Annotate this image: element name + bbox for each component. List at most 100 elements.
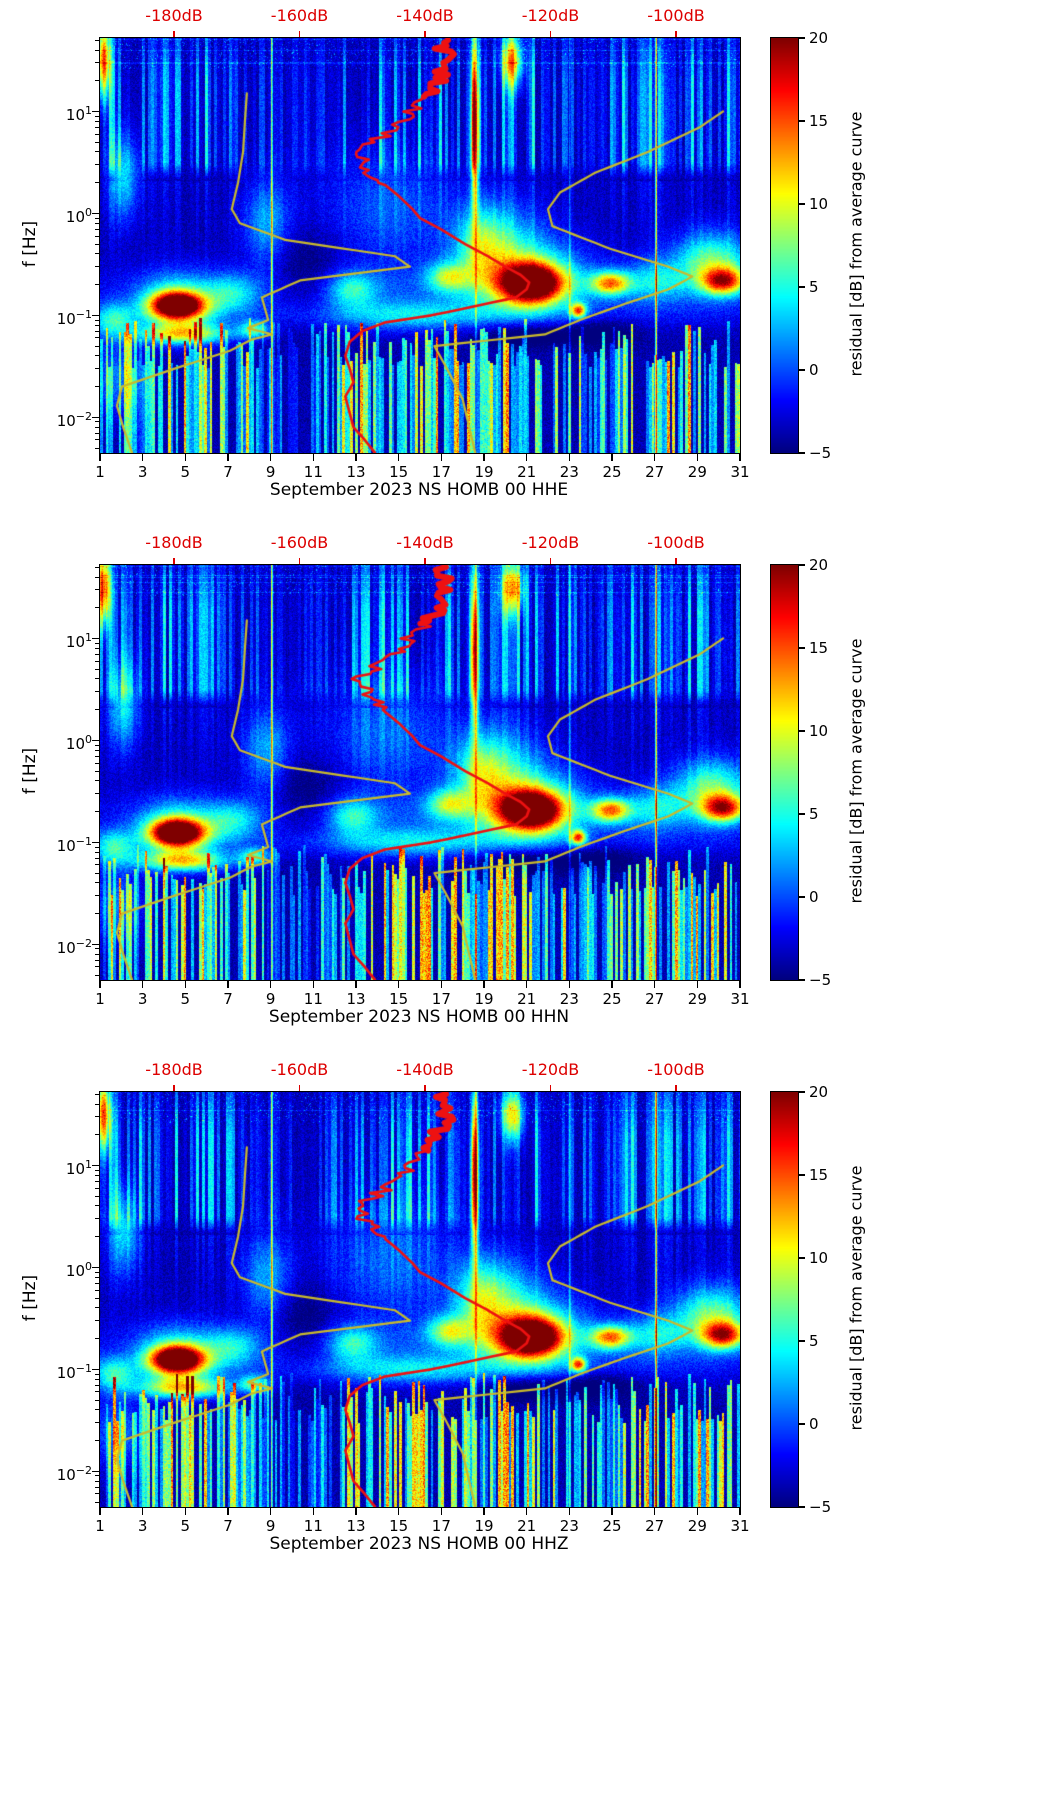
x-tick [269,981,272,988]
colorbar-tick [799,813,805,815]
x-tick [312,1508,315,1515]
x-tick-label: 9 [265,1517,276,1535]
y-tick [92,1470,99,1473]
x-tick-label: 5 [180,1517,191,1535]
x-tick [739,454,741,461]
colorbar-tick-label: 5 [809,277,819,296]
x-tick-label: 27 [645,1517,665,1535]
x-tick [355,981,357,988]
x-tick-label: 23 [559,1517,579,1535]
x-tick-label: 9 [265,463,276,481]
y-tick-label: 100 [65,1260,92,1281]
x-tick [653,1508,656,1515]
colorbar-tick-label: 10 [809,194,829,213]
x-tick-label: 7 [223,990,233,1008]
x-tick [739,981,741,988]
x-tick-label: 17 [431,1517,451,1535]
colorbar-tick-label: −5 [809,443,832,462]
top-axis-tick-label: -140dB [396,6,454,25]
x-tick-label: 11 [303,463,323,481]
x-tick [269,1508,272,1515]
colorbar-tick-label: 20 [809,1082,829,1101]
y-tick [92,1368,99,1371]
colorbar-tick-label: 5 [809,1331,819,1350]
x-tick [397,981,400,988]
x-tick-label: 13 [346,1517,366,1535]
x-tick-label: 25 [602,463,622,481]
x-tick [696,1508,699,1515]
colorbar-canvas [771,38,798,453]
colorbar-tick [799,1423,805,1425]
x-tick [611,981,613,988]
top-axis-tick-label: -120dB [521,6,580,25]
x-tick [312,981,315,988]
colorbar-tick [799,1091,805,1093]
y-tick-label: 10−2 [56,410,92,431]
x-tick [568,1508,571,1515]
colorbar [770,1091,799,1508]
colorbar-tick [799,979,805,981]
colorbar-tick-label: −5 [809,1497,832,1516]
y-tick [92,739,99,742]
x-tick-label: 21 [517,463,537,481]
x-tick-label: 29 [687,1517,707,1535]
y-tick [92,212,99,215]
colorbar-tick [799,896,805,898]
y-tick-label: 10−2 [56,1464,92,1485]
x-tick-label: 17 [431,990,451,1008]
x-tick-label: 29 [687,990,707,1008]
panel-hhz: -180dB -160dB -140dB -120dB -100dB f [Hz] 10… [0,1054,1052,1581]
colorbar-canvas [771,565,798,980]
top-axis-tick-label: -140dB [396,533,454,552]
x-tick-label: 21 [517,1517,537,1535]
top-axis-tick-label: -100dB [647,1060,705,1079]
colorbar-tick-label: 10 [809,721,829,740]
x-tick [440,454,443,461]
colorbar-tick-label: 0 [809,360,819,379]
top-axis-tick-label: -160dB [270,6,329,25]
colorbar-tick-label: −5 [809,970,832,989]
y-tick [92,1164,99,1167]
panel-hhn: -180dB -160dB -140dB -120dB -100dB f [Hz] 10… [0,527,1052,1054]
x-tick-label: 7 [223,1517,233,1535]
x-tick-label: 19 [474,1517,494,1535]
x-tick [440,981,443,988]
x-tick-label: 27 [645,463,665,481]
colorbar-tick-label: 15 [809,1165,829,1184]
x-tick-label: 3 [137,1517,148,1535]
x-tick-label: 1 [95,990,105,1008]
colorbar-tick [799,1257,805,1259]
x-tick [525,981,528,988]
top-axis-tick-label: -120dB [521,1060,580,1079]
top-axis-tick-label: -100dB [647,6,705,25]
colorbar-tick-label: 15 [809,638,829,657]
x-tick-label: 25 [602,990,622,1008]
y-tick-label: 10−2 [56,937,92,958]
x-tick [397,454,400,461]
colorbar-canvas [771,1092,798,1507]
y-axis-label: f [Hz] [20,220,40,268]
x-tick-label: 7 [223,463,233,481]
colorbar-tick [799,730,805,732]
x-tick-label: 19 [474,990,494,1008]
x-tick [611,454,613,461]
colorbar-tick-label: 0 [809,1414,819,1433]
x-tick-label: 15 [389,1517,409,1535]
x-tick-label: 15 [389,463,409,481]
panel-hhe: -180dB -160dB -140dB -120dB -100dB f [Hz] 10… [0,0,1052,527]
colorbar-label: residual [dB] from average curve [846,1165,866,1431]
x-tick-label: 29 [687,463,707,481]
x-tick [99,981,101,988]
x-tick [440,1508,443,1515]
x-tick [653,454,656,461]
spectrogram-plot [99,564,741,981]
y-tick-label: 10−1 [56,835,92,856]
x-tick-label: 11 [303,1517,323,1535]
x-tick-label: 11 [303,990,323,1008]
y-tick-label: 100 [65,733,92,754]
x-tick [483,1508,485,1515]
y-tick [92,314,99,317]
colorbar-tick [799,452,805,454]
x-tick-label: 13 [346,463,366,481]
x-tick [611,1508,613,1515]
